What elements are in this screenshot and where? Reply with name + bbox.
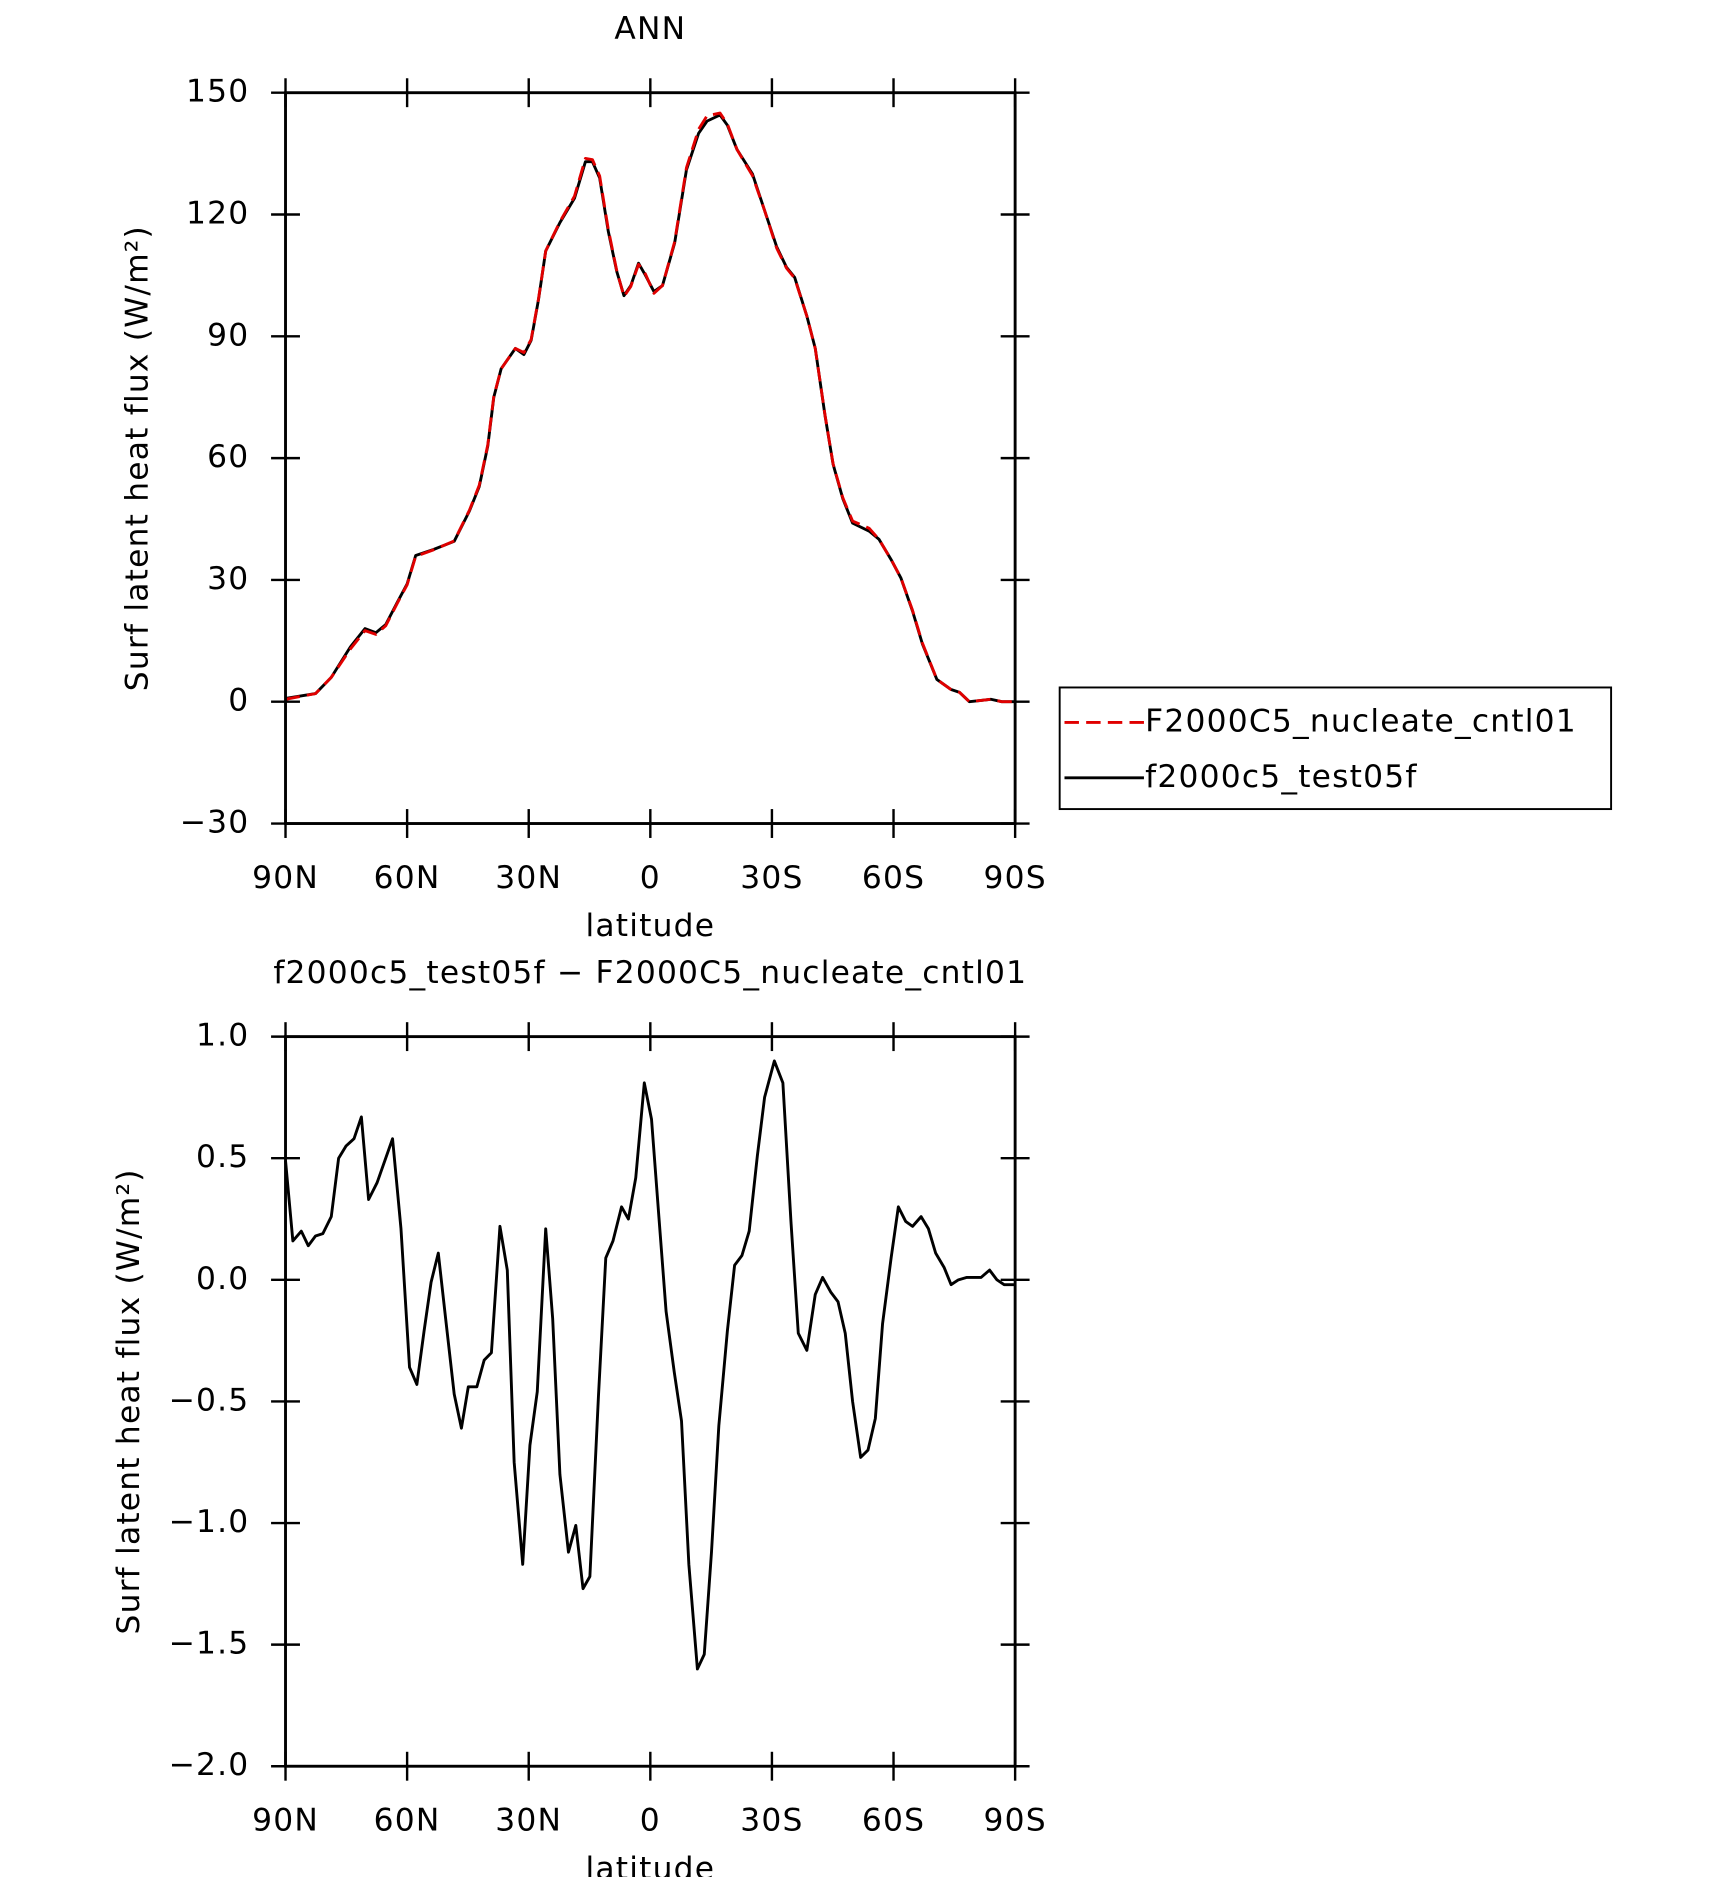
x-tick-label: 90N xyxy=(252,1803,319,1839)
x-tick-label: 60S xyxy=(862,860,925,896)
x-tick-label: 90S xyxy=(983,860,1046,896)
data-line xyxy=(284,1059,1016,1671)
legend: F2000C5_nucleate_cntl01 f2000c5_test05f xyxy=(1058,686,1613,811)
y-tick-label: 120 xyxy=(186,196,249,232)
plot-frame xyxy=(284,91,1017,825)
legend-box xyxy=(1058,686,1613,811)
x-tick-label: 30N xyxy=(495,860,562,896)
x-tick-label: 30S xyxy=(740,1803,803,1839)
legend-label: F2000C5_nucleate_cntl01 xyxy=(1145,703,1577,739)
y-tick-label: −30 xyxy=(180,805,250,841)
x-tick-label: 90S xyxy=(983,1803,1046,1839)
y-tick-label: −0.5 xyxy=(169,1382,250,1418)
y-tick-label: −1.5 xyxy=(169,1626,250,1662)
x-tick-label: 0 xyxy=(640,860,661,896)
chart-title: ANN xyxy=(614,11,686,47)
x-tick-label: 60N xyxy=(374,860,441,896)
x-tick-label: 30S xyxy=(740,860,803,896)
x-tick-label: 60N xyxy=(374,1803,441,1839)
x-tick-label: 30N xyxy=(495,1803,562,1839)
x-tick-label: 60S xyxy=(862,1803,925,1839)
legend-label: f2000c5_test05f xyxy=(1145,759,1417,795)
plot-frame xyxy=(284,1035,1017,1768)
data-line xyxy=(285,113,1016,704)
y-tick-label: 0.5 xyxy=(196,1139,249,1175)
x-tick-label: 0 xyxy=(640,1803,661,1839)
y-tick-label: 150 xyxy=(186,74,249,110)
x-axis-label: latitude xyxy=(585,1851,715,1877)
x-axis-label: latitude xyxy=(585,908,715,944)
data-line xyxy=(285,111,1016,704)
x-tick-label: 90N xyxy=(252,860,319,896)
chart-title: f2000c5_test05f − F2000C5_nucleate_cntl0… xyxy=(273,955,1027,991)
y-axis-label: Surf latent heat flux (W/m²) xyxy=(111,1168,147,1634)
y-axis-label: Surf latent heat flux (W/m²) xyxy=(120,225,156,691)
y-tick-label: 30 xyxy=(207,561,249,597)
y-tick-label: 90 xyxy=(207,317,249,353)
y-tick-label: 1.0 xyxy=(196,1018,249,1054)
y-tick-label: 0 xyxy=(228,683,249,719)
y-tick-label: −2.0 xyxy=(169,1747,250,1783)
y-tick-label: −1.0 xyxy=(169,1504,250,1540)
y-tick-label: 0.0 xyxy=(196,1261,249,1297)
y-tick-label: 60 xyxy=(207,439,249,475)
